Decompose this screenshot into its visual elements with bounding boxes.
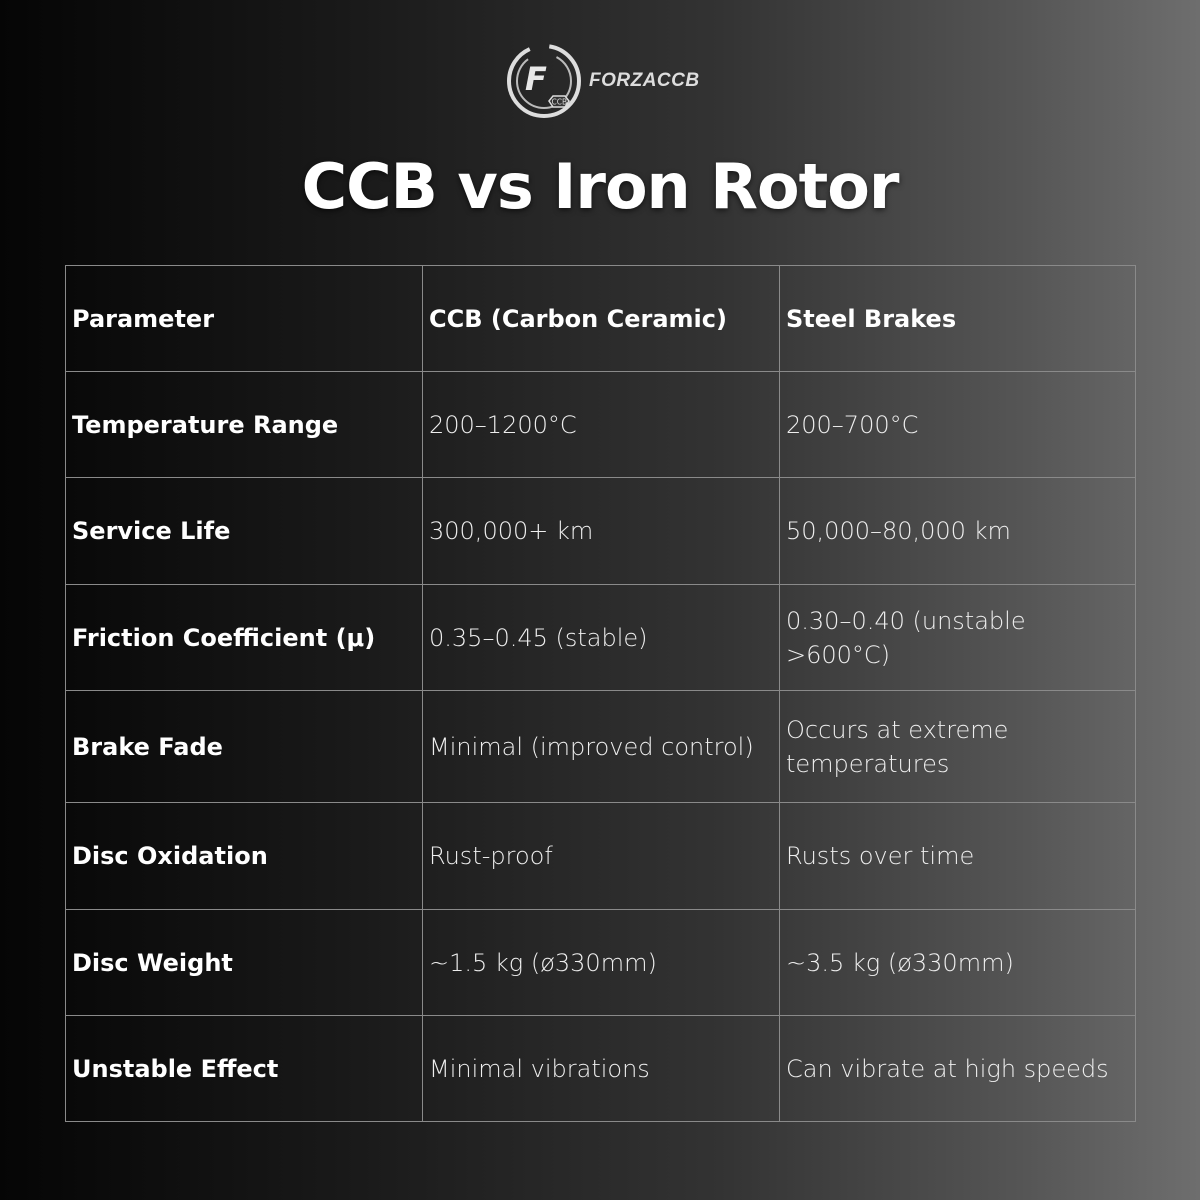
table-row: Disc Oxidation Rust-proof Rusts over tim… xyxy=(65,802,1136,910)
ccb-cell: Rust-proof xyxy=(422,802,780,910)
brand-name: FORZACCB xyxy=(589,70,700,91)
steel-cell: 50,000–80,000 km xyxy=(779,477,1136,585)
parameter-cell: Disc Oxidation xyxy=(65,802,423,910)
comparison-table: Parameter CCB (Carbon Ceramic) Steel Bra… xyxy=(65,265,1136,1122)
page-title: CCB vs Iron Rotor xyxy=(301,150,900,223)
forzaccb-logo-icon: F CCB xyxy=(507,44,581,118)
logo-badge: CCB xyxy=(552,98,568,107)
table-row: Unstable Effect Minimal vibrations Can v… xyxy=(65,1015,1136,1122)
ccb-cell: 300,000+ km xyxy=(422,477,780,585)
steel-cell: 0.30–0.40 (unstable >600°C) xyxy=(779,584,1136,691)
table-row: Disc Weight ~1.5 kg (ø330mm) ~3.5 kg (ø3… xyxy=(65,909,1136,1016)
steel-cell: ~3.5 kg (ø330mm) xyxy=(779,909,1136,1016)
steel-cell: Occurs at extreme temperatures xyxy=(779,690,1136,803)
steel-cell: 200–700°C xyxy=(779,371,1136,478)
parameter-cell: Unstable Effect xyxy=(65,1015,423,1122)
parameter-cell: Friction Coefficient (μ) xyxy=(65,584,423,691)
parameter-cell: Service Life xyxy=(65,477,423,585)
steel-cell: Can vibrate at high speeds xyxy=(779,1015,1136,1122)
table-row: Service Life 300,000+ km 50,000–80,000 k… xyxy=(65,477,1136,585)
table-header-row: Parameter CCB (Carbon Ceramic) Steel Bra… xyxy=(65,265,1136,372)
parameter-cell: Brake Fade xyxy=(65,690,423,803)
ccb-cell: 0.35–0.45 (stable) xyxy=(422,584,780,691)
header-cell: CCB (Carbon Ceramic) xyxy=(422,265,780,372)
parameter-cell: Temperature Range xyxy=(65,371,423,478)
ccb-cell: Minimal vibrations xyxy=(422,1015,780,1122)
header-cell: Steel Brakes xyxy=(779,265,1136,372)
ccb-cell: ~1.5 kg (ø330mm) xyxy=(422,909,780,1016)
ccb-cell: 200–1200°C xyxy=(422,371,780,478)
brand-logo: F CCB FORZACCB xyxy=(505,42,700,120)
table-row: Temperature Range 200–1200°C 200–700°C xyxy=(65,371,1136,478)
steel-cell: Rusts over time xyxy=(779,802,1136,910)
parameter-cell: Disc Weight xyxy=(65,909,423,1016)
logo-letter: F xyxy=(525,60,547,98)
header-cell: Parameter xyxy=(65,265,423,372)
ccb-cell: Minimal (improved control) xyxy=(422,690,780,803)
table-row: Friction Coefficient (μ) 0.35–0.45 (stab… xyxy=(65,584,1136,691)
table-row: Brake Fade Minimal (improved control) Oc… xyxy=(65,690,1136,803)
